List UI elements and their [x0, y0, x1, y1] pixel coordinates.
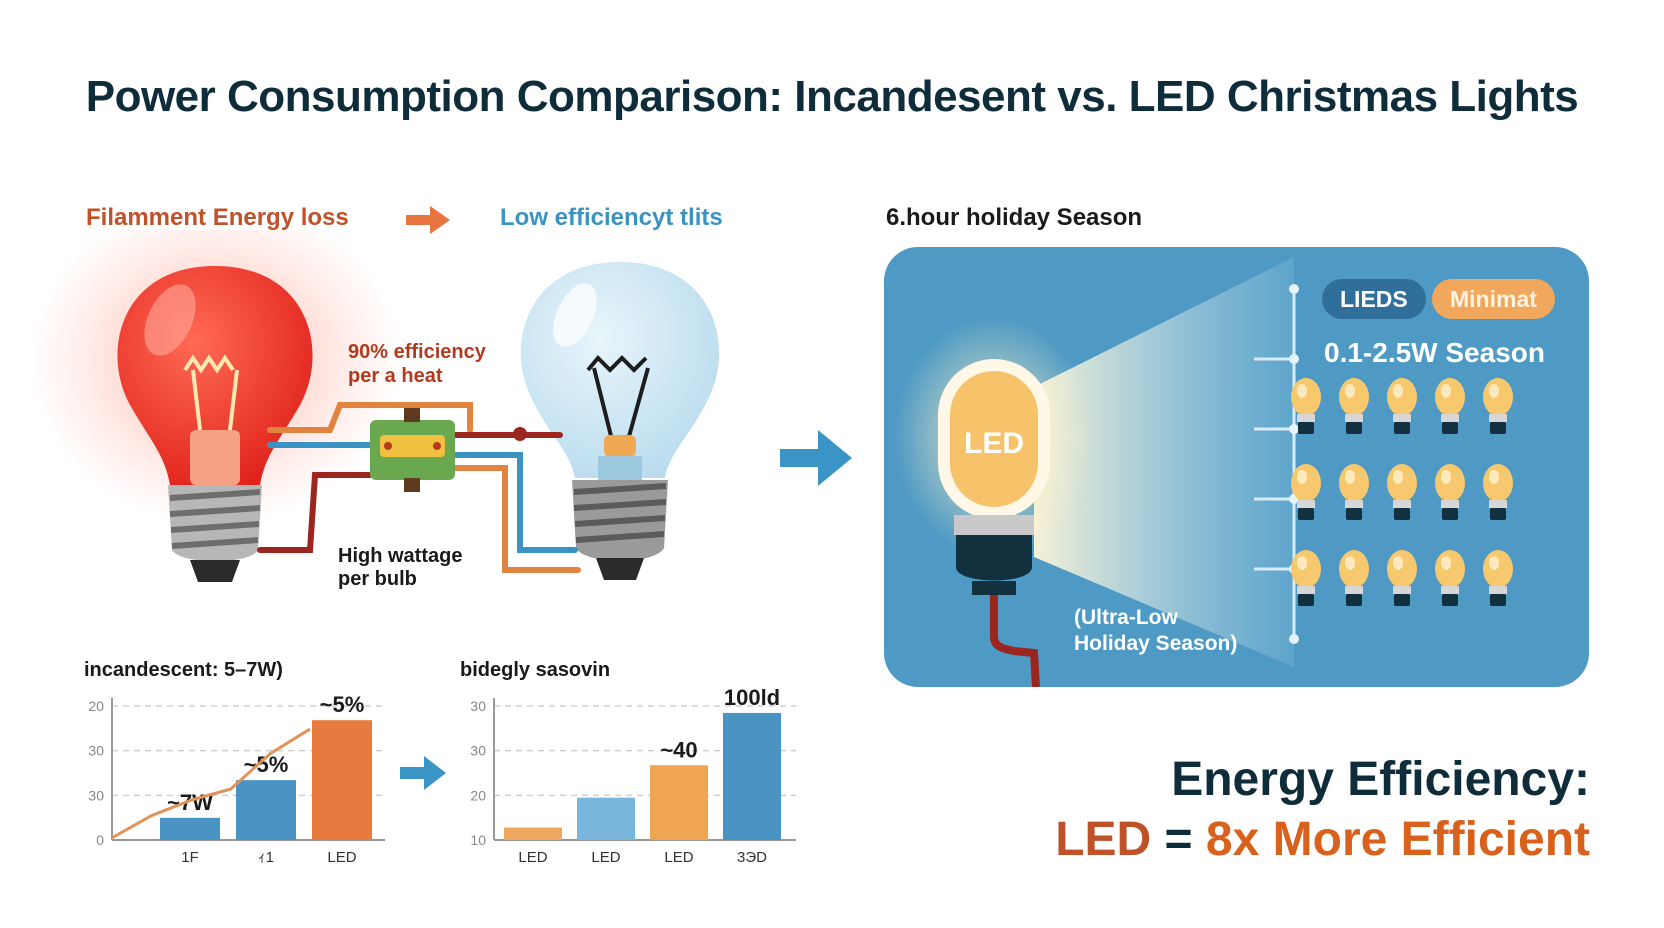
x-tick-label: LED	[591, 849, 620, 866]
y-tick-label: 20	[88, 698, 104, 714]
x-tick-label: LED	[664, 849, 693, 866]
efficiency-line-2: per a heat	[348, 365, 443, 387]
result-led: LED	[1055, 813, 1152, 866]
x-tick-label: LED	[327, 849, 356, 866]
bar	[160, 817, 220, 840]
bar	[577, 797, 635, 840]
scale-dot	[1289, 284, 1299, 294]
panel-art	[894, 257, 1513, 687]
mini-led-bulb-icon	[1387, 464, 1417, 520]
result-highlight: 8x More Efficient	[1205, 813, 1590, 866]
mini-led-bulb-icon	[1435, 378, 1465, 434]
minimal-pill: Minimat	[1432, 279, 1555, 319]
chart-title: bidegly sasovin	[460, 659, 610, 681]
y-tick-label: 30	[88, 787, 104, 803]
data-label: ~7W	[167, 790, 213, 815]
mini-led-bulb-icon	[1435, 464, 1465, 520]
ultra-low-line-1: (Ultra-Low	[1074, 606, 1178, 629]
connector-icon	[370, 408, 455, 492]
y-tick-label: 30	[470, 743, 486, 759]
data-label: ~40	[660, 737, 697, 762]
leds-pill: LIEDS	[1322, 279, 1426, 319]
wattage-note: High wattage per bulb	[338, 545, 462, 591]
led-season-panel: LED LIEDS Minimat 0.1-2.5W Season (Ultra…	[884, 247, 1589, 687]
wiring-diagram	[257, 402, 581, 573]
scale-dot	[1289, 634, 1299, 644]
efficiency-headline: Energy Efficiency:	[1171, 753, 1590, 806]
incandescent-chart: incandescent: 5–7W)20303001F~7Wｨ1~5%LED~…	[84, 659, 385, 866]
incandescent-bulb-icon	[117, 266, 313, 582]
y-tick-label: 30	[470, 698, 486, 714]
bulbs-illustration	[30, 230, 720, 582]
mini-led-bulb-icon	[1339, 464, 1369, 520]
trend-line	[111, 727, 311, 840]
wattage-line-2: per bulb	[338, 568, 417, 590]
mini-led-bulb-icon	[1435, 550, 1465, 606]
wire-node	[513, 427, 527, 441]
y-tick-label: 20	[470, 787, 486, 803]
small-arrow-right-icon	[400, 756, 446, 790]
power-cord	[990, 595, 1040, 687]
big-arrow-right-icon	[780, 430, 852, 486]
mini-led-bulb-icon	[1291, 378, 1321, 434]
data-label: 100ld	[724, 685, 780, 710]
efficiency-result: LED = 8x More Efficient	[1055, 812, 1590, 867]
led-bulb-label: LED	[964, 427, 1024, 460]
big-led-bulb-icon	[938, 359, 1050, 595]
bar	[312, 720, 372, 840]
x-tick-label: LED	[518, 849, 547, 866]
season-heading: 6.hour holiday Season	[886, 204, 1143, 231]
result-equals: =	[1151, 813, 1206, 866]
mini-led-bulb-icon	[1339, 378, 1369, 434]
light-beam	[1034, 257, 1294, 667]
season-chart: bidegly sasovin 30 30 20 10 LED LED LED ~40 3ЭD 10…	[460, 659, 796, 866]
ultra-low-label: (Ultra-Low Holiday Season)	[1074, 605, 1237, 657]
low-efficiency-label: Low efficiencyt tlits	[500, 204, 723, 231]
y-tick-label: 0	[96, 832, 104, 848]
x-tick-label: 3ЭD	[737, 849, 767, 866]
wattage-line-1: High wattage	[338, 545, 463, 567]
data-label: ~5%	[320, 692, 365, 717]
mini-led-bulb-icon	[1291, 464, 1321, 520]
mini-led-bulb-icon	[1387, 550, 1417, 606]
y-tick-label: 10	[470, 832, 486, 848]
mini-led-bulb-icon	[1483, 464, 1513, 520]
mini-led-bulb-icon	[1339, 550, 1369, 606]
x-tick-label: ｨ1	[258, 849, 274, 866]
mini-led-bulb-icon	[1387, 378, 1417, 434]
bar	[650, 765, 708, 840]
led-bulb-icon	[520, 262, 720, 580]
scale-dot	[1289, 354, 1299, 364]
bar	[723, 712, 781, 840]
ultra-low-line-2: Holiday Season)	[1074, 632, 1238, 655]
mini-led-bulb-icon	[1483, 378, 1513, 434]
scale-line	[1254, 289, 1296, 639]
chart-title: incandescent: 5–7W)	[84, 659, 283, 681]
y-tick-label: 30	[88, 743, 104, 759]
filament-label: Filamment Energy loss	[86, 204, 349, 231]
mini-led-bulb-icon	[1291, 550, 1321, 606]
x-tick-label: 1F	[181, 849, 199, 866]
efficiency-note: 90% efficiency per a heat	[348, 340, 486, 388]
arrow-right-icon	[406, 206, 450, 234]
season-range-label: 0.1-2.5W Season	[1324, 337, 1545, 368]
page-title: Power Consumption Comparison: Incandesen…	[85, 72, 1579, 121]
bar	[236, 780, 296, 840]
bar	[504, 827, 562, 840]
mini-led-bulb-icon	[1483, 550, 1513, 606]
scale-dot	[1289, 424, 1299, 434]
efficiency-line-1: 90% efficiency	[348, 341, 486, 363]
